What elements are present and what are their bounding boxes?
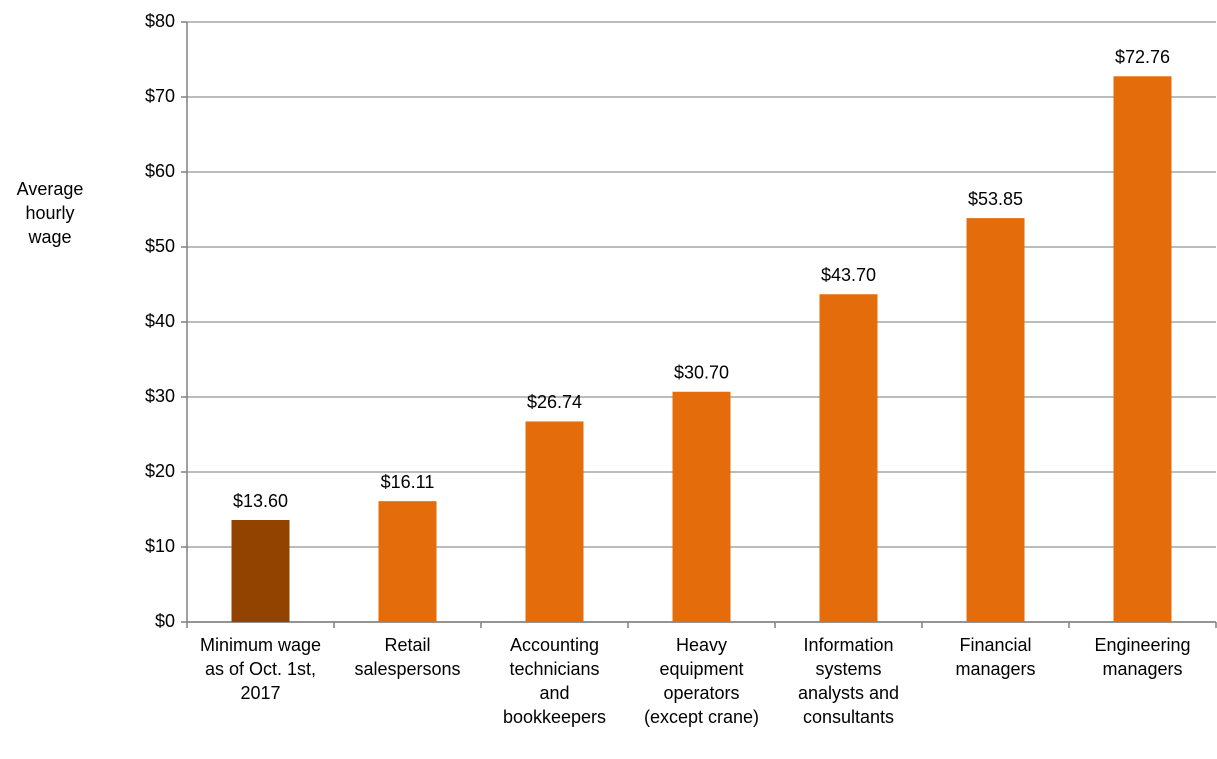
- x-tick-label: Engineering managers: [1094, 635, 1190, 679]
- y-tick-label: $20: [145, 461, 175, 481]
- value-label: $26.74: [527, 392, 582, 412]
- bar: [672, 391, 731, 622]
- x-tick-label: Minimum wage as of Oct. 1st, 2017: [200, 635, 321, 703]
- y-tick-label: $50: [145, 236, 175, 256]
- value-label: $16.11: [381, 472, 435, 492]
- bar: [1113, 76, 1172, 623]
- y-tick-label: $80: [145, 11, 175, 31]
- value-label: $72.76: [1115, 47, 1170, 67]
- y-axis-label: Average hourly wage: [17, 179, 84, 247]
- value-label: $13.60: [233, 491, 288, 511]
- value-label: $43.70: [821, 265, 876, 285]
- bar: [231, 520, 290, 622]
- value-label: $30.70: [674, 363, 729, 383]
- bar: [819, 294, 878, 622]
- bar: [525, 421, 584, 622]
- y-tick-label: $0: [155, 611, 175, 631]
- y-tick-label: $10: [145, 536, 175, 556]
- bar: [966, 218, 1025, 622]
- y-tick-label: $40: [145, 311, 175, 331]
- x-tick-label: Financial managers: [955, 635, 1035, 679]
- x-tick-label: Accounting technicians and bookkeepers: [503, 635, 606, 727]
- bar: [378, 501, 437, 622]
- y-tick-label: $30: [145, 386, 175, 406]
- y-tick-label: $60: [145, 161, 175, 181]
- value-label: $53.85: [968, 189, 1023, 209]
- x-tick-label: Information systems analysts and consultant…: [798, 635, 899, 727]
- y-tick-label: $70: [145, 86, 175, 106]
- x-tick-label: Heavy equipment operators (except crane): [644, 635, 759, 727]
- x-tick-label: Retail salespersons: [354, 635, 460, 679]
